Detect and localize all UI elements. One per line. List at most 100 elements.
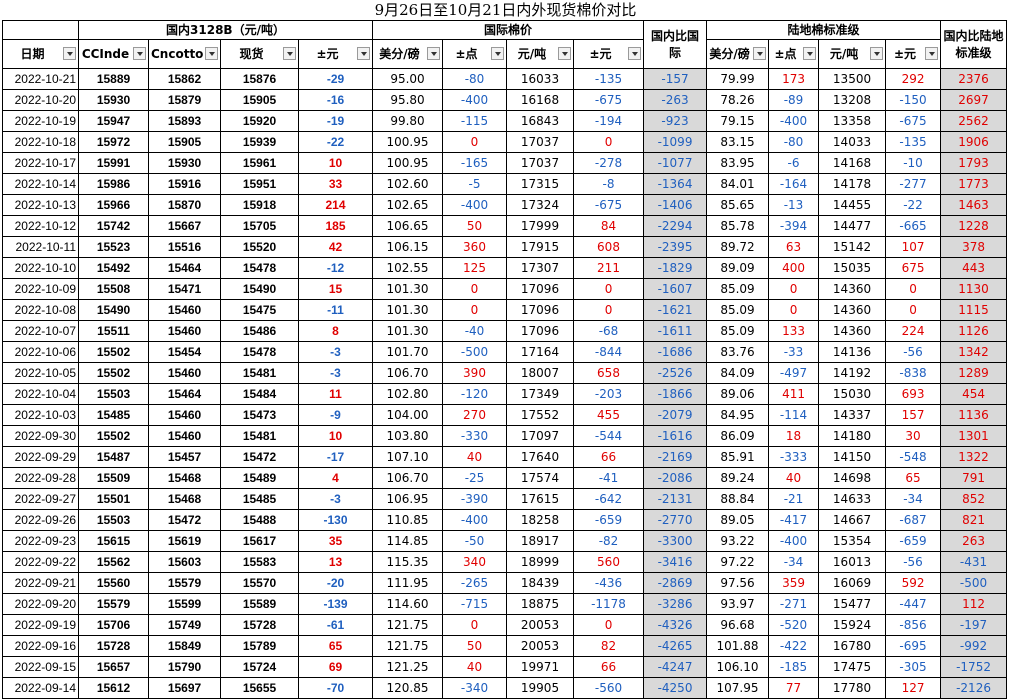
cell-l-yuan-change[interactable]: -56 <box>885 551 942 573</box>
cell-change[interactable]: 10 <box>298 152 373 174</box>
cell-date[interactable]: 2022-09-23 <box>2 530 79 552</box>
cell-yuan-change[interactable]: -642 <box>572 488 645 510</box>
cell-l-usd-lb[interactable]: 89.09 <box>706 257 770 279</box>
cell-change[interactable]: 4 <box>298 467 373 489</box>
cell-l-yuan-ton[interactable]: 14360 <box>818 320 887 342</box>
cell-spot[interactable]: 15485 <box>220 488 299 510</box>
cell-ratio-intl[interactable]: -1607 <box>643 278 708 300</box>
cell-ratio-intl[interactable]: -2526 <box>643 362 708 384</box>
cell-points[interactable]: -400 <box>442 89 507 111</box>
cell-yuan-change[interactable]: 211 <box>572 257 645 279</box>
filter-dropdown-icon[interactable] <box>205 47 218 60</box>
cell-yuan-ton[interactable]: 17324 <box>506 194 574 216</box>
cell-l-usd-lb[interactable]: 85.09 <box>706 299 770 321</box>
cell-l-yuan-ton[interactable]: 15924 <box>818 614 887 636</box>
cell-spot[interactable]: 15617 <box>220 530 299 552</box>
cell-ratio-intl[interactable]: -1364 <box>643 173 708 195</box>
cell-change[interactable]: -3 <box>298 341 373 363</box>
cell-points[interactable]: 125 <box>442 257 507 279</box>
cell-l-yuan-ton[interactable]: 15142 <box>818 236 887 258</box>
cell-change[interactable]: -70 <box>298 677 373 699</box>
cell-spot[interactable]: 15570 <box>220 572 299 594</box>
cell-l-points[interactable]: 411 <box>768 383 820 405</box>
cell-usd-lb[interactable]: 102.60 <box>372 173 443 195</box>
cell-spot[interactable]: 15918 <box>220 194 299 216</box>
cell-points[interactable]: -340 <box>442 677 507 699</box>
cell-cncotton[interactable]: 15460 <box>148 299 221 321</box>
cell-spot[interactable]: 15520 <box>220 236 299 258</box>
cell-points[interactable]: 0 <box>442 278 507 300</box>
cell-ratio-luodi[interactable]: 2376 <box>940 68 1008 90</box>
cell-cncotton[interactable]: 15862 <box>148 68 221 90</box>
cell-ratio-intl[interactable]: -2169 <box>643 446 708 468</box>
cell-l-usd-lb[interactable]: 85.91 <box>706 446 770 468</box>
cell-usd-lb[interactable]: 95.00 <box>372 68 443 90</box>
cell-points[interactable]: 40 <box>442 446 507 468</box>
cell-l-yuan-ton[interactable]: 14033 <box>818 131 887 153</box>
cell-ratio-luodi[interactable]: 1793 <box>940 152 1008 174</box>
cell-l-yuan-ton[interactable]: 14455 <box>818 194 887 216</box>
cell-date[interactable]: 2022-10-11 <box>2 236 79 258</box>
cell-usd-lb[interactable]: 114.85 <box>372 530 443 552</box>
cell-l-usd-lb[interactable]: 89.05 <box>706 509 770 531</box>
cell-l-points[interactable]: -33 <box>768 341 820 363</box>
cell-l-points[interactable]: 133 <box>768 320 820 342</box>
cell-yuan-ton[interactable]: 17307 <box>506 257 574 279</box>
cell-usd-lb[interactable]: 111.95 <box>372 572 443 594</box>
cell-cncotton[interactable]: 15790 <box>148 656 221 678</box>
cell-l-usd-lb[interactable]: 93.22 <box>706 530 770 552</box>
cell-yuan-change[interactable]: 82 <box>572 635 645 657</box>
cell-ratio-luodi[interactable]: 443 <box>940 257 1008 279</box>
cell-ratio-intl[interactable]: -4326 <box>643 614 708 636</box>
cell-yuan-ton[interactable]: 18007 <box>506 362 574 384</box>
filter-dropdown-icon[interactable] <box>427 47 440 60</box>
cell-l-yuan-change[interactable]: 224 <box>885 320 942 342</box>
cell-l-usd-lb[interactable]: 84.09 <box>706 362 770 384</box>
cell-yuan-change[interactable]: -203 <box>572 383 645 405</box>
cell-date[interactable]: 2022-10-07 <box>2 320 79 342</box>
cell-l-yuan-ton[interactable]: 14633 <box>818 488 887 510</box>
cell-cncotton[interactable]: 15464 <box>148 383 221 405</box>
cell-cncotton[interactable]: 15905 <box>148 131 221 153</box>
cell-usd-lb[interactable]: 104.00 <box>372 404 443 426</box>
cell-ccindex[interactable]: 15579 <box>78 593 149 615</box>
cell-l-yuan-ton[interactable]: 15035 <box>818 257 887 279</box>
cell-date[interactable]: 2022-09-30 <box>2 425 79 447</box>
cell-l-points[interactable]: -417 <box>768 509 820 531</box>
cell-l-points[interactable]: 359 <box>768 572 820 594</box>
cell-ccindex[interactable]: 15615 <box>78 530 149 552</box>
cell-change[interactable]: -130 <box>298 509 373 531</box>
cell-l-yuan-ton[interactable]: 14192 <box>818 362 887 384</box>
cell-change[interactable]: 8 <box>298 320 373 342</box>
cell-l-usd-lb[interactable]: 93.97 <box>706 593 770 615</box>
cell-ratio-intl[interactable]: -2770 <box>643 509 708 531</box>
cell-change[interactable]: 69 <box>298 656 373 678</box>
cell-ccindex[interactable]: 15502 <box>78 362 149 384</box>
cell-usd-lb[interactable]: 106.70 <box>372 467 443 489</box>
cell-ratio-luodi[interactable]: -2126 <box>940 677 1008 699</box>
cell-change[interactable]: -9 <box>298 404 373 426</box>
cell-date[interactable]: 2022-10-05 <box>2 362 79 384</box>
cell-change[interactable]: -11 <box>298 299 373 321</box>
cell-cncotton[interactable]: 15457 <box>148 446 221 468</box>
cell-l-points[interactable]: 40 <box>768 467 820 489</box>
cell-yuan-change[interactable]: -544 <box>572 425 645 447</box>
cell-l-usd-lb[interactable]: 85.78 <box>706 215 770 237</box>
cell-usd-lb[interactable]: 101.70 <box>372 341 443 363</box>
cell-points[interactable]: -715 <box>442 593 507 615</box>
cell-l-yuan-ton[interactable]: 15030 <box>818 383 887 405</box>
cell-l-yuan-ton[interactable]: 14360 <box>818 278 887 300</box>
cell-l-yuan-change[interactable]: -675 <box>885 110 942 132</box>
cell-spot[interactable]: 15481 <box>220 425 299 447</box>
cell-cncotton[interactable]: 15916 <box>148 173 221 195</box>
cell-usd-lb[interactable]: 100.95 <box>372 152 443 174</box>
cell-l-usd-lb[interactable]: 106.10 <box>706 656 770 678</box>
cell-cncotton[interactable]: 15464 <box>148 257 221 279</box>
cell-l-points[interactable]: -400 <box>768 110 820 132</box>
filter-dropdown-icon[interactable] <box>628 47 642 60</box>
cell-date[interactable]: 2022-09-21 <box>2 572 79 594</box>
filter-dropdown-icon[interactable] <box>870 47 884 60</box>
cell-spot[interactable]: 15583 <box>220 551 299 573</box>
cell-l-points[interactable]: 18 <box>768 425 820 447</box>
cell-change[interactable]: -12 <box>298 257 373 279</box>
